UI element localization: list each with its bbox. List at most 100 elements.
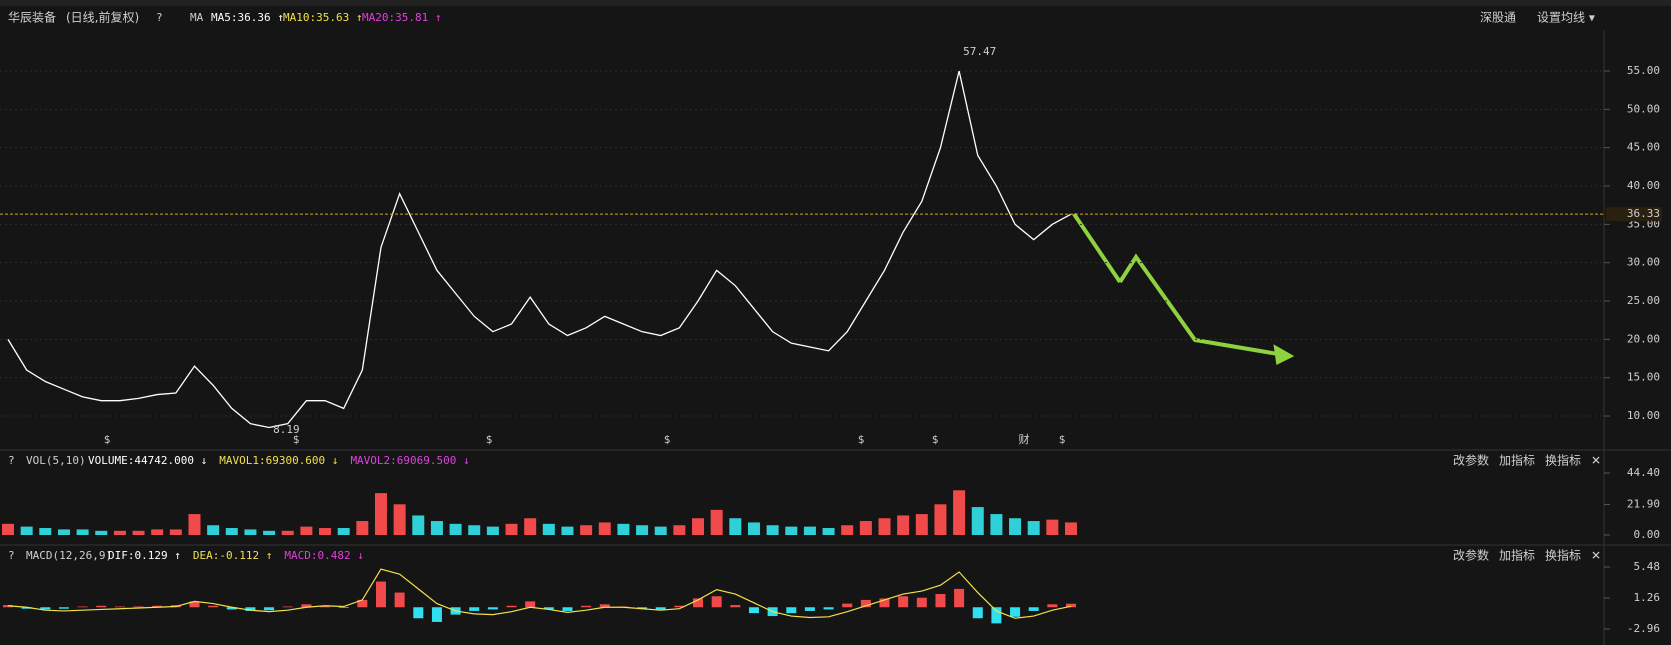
y-tick-label: 20.00	[1627, 332, 1660, 345]
volume-bar	[486, 526, 499, 536]
volume-bar	[785, 526, 798, 536]
volume-bar	[449, 523, 462, 536]
close-button[interactable]: ✕	[1591, 454, 1601, 468]
y-tick-label: 21.90	[1627, 497, 1660, 510]
macd-bar	[1010, 607, 1021, 617]
volume-bar	[542, 523, 555, 536]
macd-bar	[320, 605, 331, 608]
toolbar	[0, 0, 1671, 6]
help[interactable]: ?	[8, 454, 15, 467]
volume-bar	[580, 525, 593, 536]
ma20: MA20:35.81 ↑	[362, 11, 441, 24]
volume-bar	[2, 523, 14, 536]
indicator-legend: DIF:0.129 ↑	[108, 549, 181, 562]
macd-bar	[860, 599, 871, 608]
panel-button[interactable]: 改参数	[1453, 453, 1489, 468]
macd-bar	[469, 607, 480, 611]
macd-bar	[991, 607, 1002, 624]
event-marker[interactable]: $	[293, 433, 300, 446]
macd-bar	[413, 607, 424, 619]
macd-bar	[804, 607, 815, 611]
y-tick-label: 15.00	[1627, 371, 1660, 384]
volume-bar	[1027, 521, 1040, 536]
forecast-arrows	[1072, 212, 1295, 366]
event-marker[interactable]: $	[664, 433, 671, 446]
volume-bar	[281, 530, 294, 536]
help[interactable]: ?	[156, 11, 163, 24]
macd-bar	[655, 607, 666, 610]
volume-bar	[729, 518, 742, 536]
volume-bar	[897, 515, 910, 536]
panel-button[interactable]: 改参数	[1453, 548, 1489, 563]
high-label: 57.47	[963, 45, 996, 58]
indicator-title: VOL(5,10)	[26, 454, 86, 467]
y-tick-label: -2.96	[1627, 622, 1660, 635]
help[interactable]: ?	[8, 549, 15, 562]
dif-line	[7, 568, 1072, 619]
panel-button[interactable]: 换指标	[1545, 548, 1581, 563]
macd-bar	[506, 605, 517, 608]
macd-bar	[264, 607, 275, 611]
macd-bar	[543, 607, 554, 610]
event-marker[interactable]: $	[858, 433, 865, 446]
volume-bar	[319, 528, 332, 536]
volume-bar	[1046, 519, 1059, 536]
y-tick-label: 5.48	[1634, 560, 1661, 573]
indicator-legend: DEA:-0.112 ↑	[193, 549, 272, 562]
y-tick-label: 50.00	[1627, 102, 1660, 115]
macd-bar	[21, 607, 32, 609]
volume-bar	[132, 530, 145, 536]
macd-bar	[842, 603, 853, 608]
volume-bar	[971, 507, 984, 536]
panel-button[interactable]: 换指标	[1545, 453, 1581, 468]
volume-bar	[505, 523, 518, 536]
indicator-title: MACD(12,26,9)	[26, 549, 112, 562]
volume-bar	[878, 518, 891, 536]
volume-bar	[654, 526, 667, 536]
macd-bar	[487, 607, 498, 610]
event-marker[interactable]: 财	[1019, 432, 1030, 446]
macd-bar	[730, 605, 741, 608]
macd-bar	[786, 607, 797, 614]
event-marker[interactable]: $	[104, 433, 111, 446]
link[interactable]: 设置均线 ▾	[1537, 11, 1595, 25]
volume-bar	[803, 526, 816, 536]
volume-bar	[617, 523, 630, 536]
macd-bar	[935, 594, 946, 608]
volume-bar	[692, 518, 705, 536]
macd-bar	[40, 607, 51, 610]
macd-bar	[1028, 607, 1039, 611]
volume-bar	[412, 515, 425, 536]
volume-bar	[710, 509, 723, 536]
indicator-legend: VOLUME:44742.000 ↓	[88, 454, 207, 467]
panel-button[interactable]: 加指标	[1499, 453, 1535, 468]
macd-bar	[879, 598, 890, 608]
y-tick-label: 55.00	[1627, 64, 1660, 77]
indicator-legend: MAVOL2:69069.500 ↓	[350, 454, 469, 467]
macd-bar	[114, 606, 125, 608]
volume-bar	[990, 514, 1003, 536]
indicator-legend: MACD:0.482 ↓	[284, 549, 363, 562]
event-marker[interactable]: $	[486, 433, 493, 446]
event-marker[interactable]: $	[932, 433, 939, 446]
panel-button[interactable]: 加指标	[1499, 548, 1535, 563]
y-tick-label: 0.00	[1634, 528, 1661, 541]
ma5: MA5:36.36 ↑	[211, 11, 284, 24]
link[interactable]: 深股通	[1480, 11, 1516, 25]
volume-bar	[225, 528, 238, 536]
event-marker[interactable]: $	[1059, 433, 1066, 446]
macd-bar	[189, 601, 200, 608]
y-tick-label: 40.00	[1627, 179, 1660, 192]
volume-bar	[113, 530, 126, 536]
y-tick-label: 30.00	[1627, 256, 1660, 269]
volume-bar	[673, 525, 686, 536]
volume-bar	[374, 493, 387, 536]
macd-bar	[693, 598, 704, 608]
macd-bar	[226, 607, 237, 610]
macd-bar	[637, 607, 648, 609]
macd-bar	[394, 592, 405, 608]
close-button[interactable]: ✕	[1591, 549, 1601, 563]
macd-bar	[375, 581, 386, 608]
volume-bar	[934, 504, 947, 536]
